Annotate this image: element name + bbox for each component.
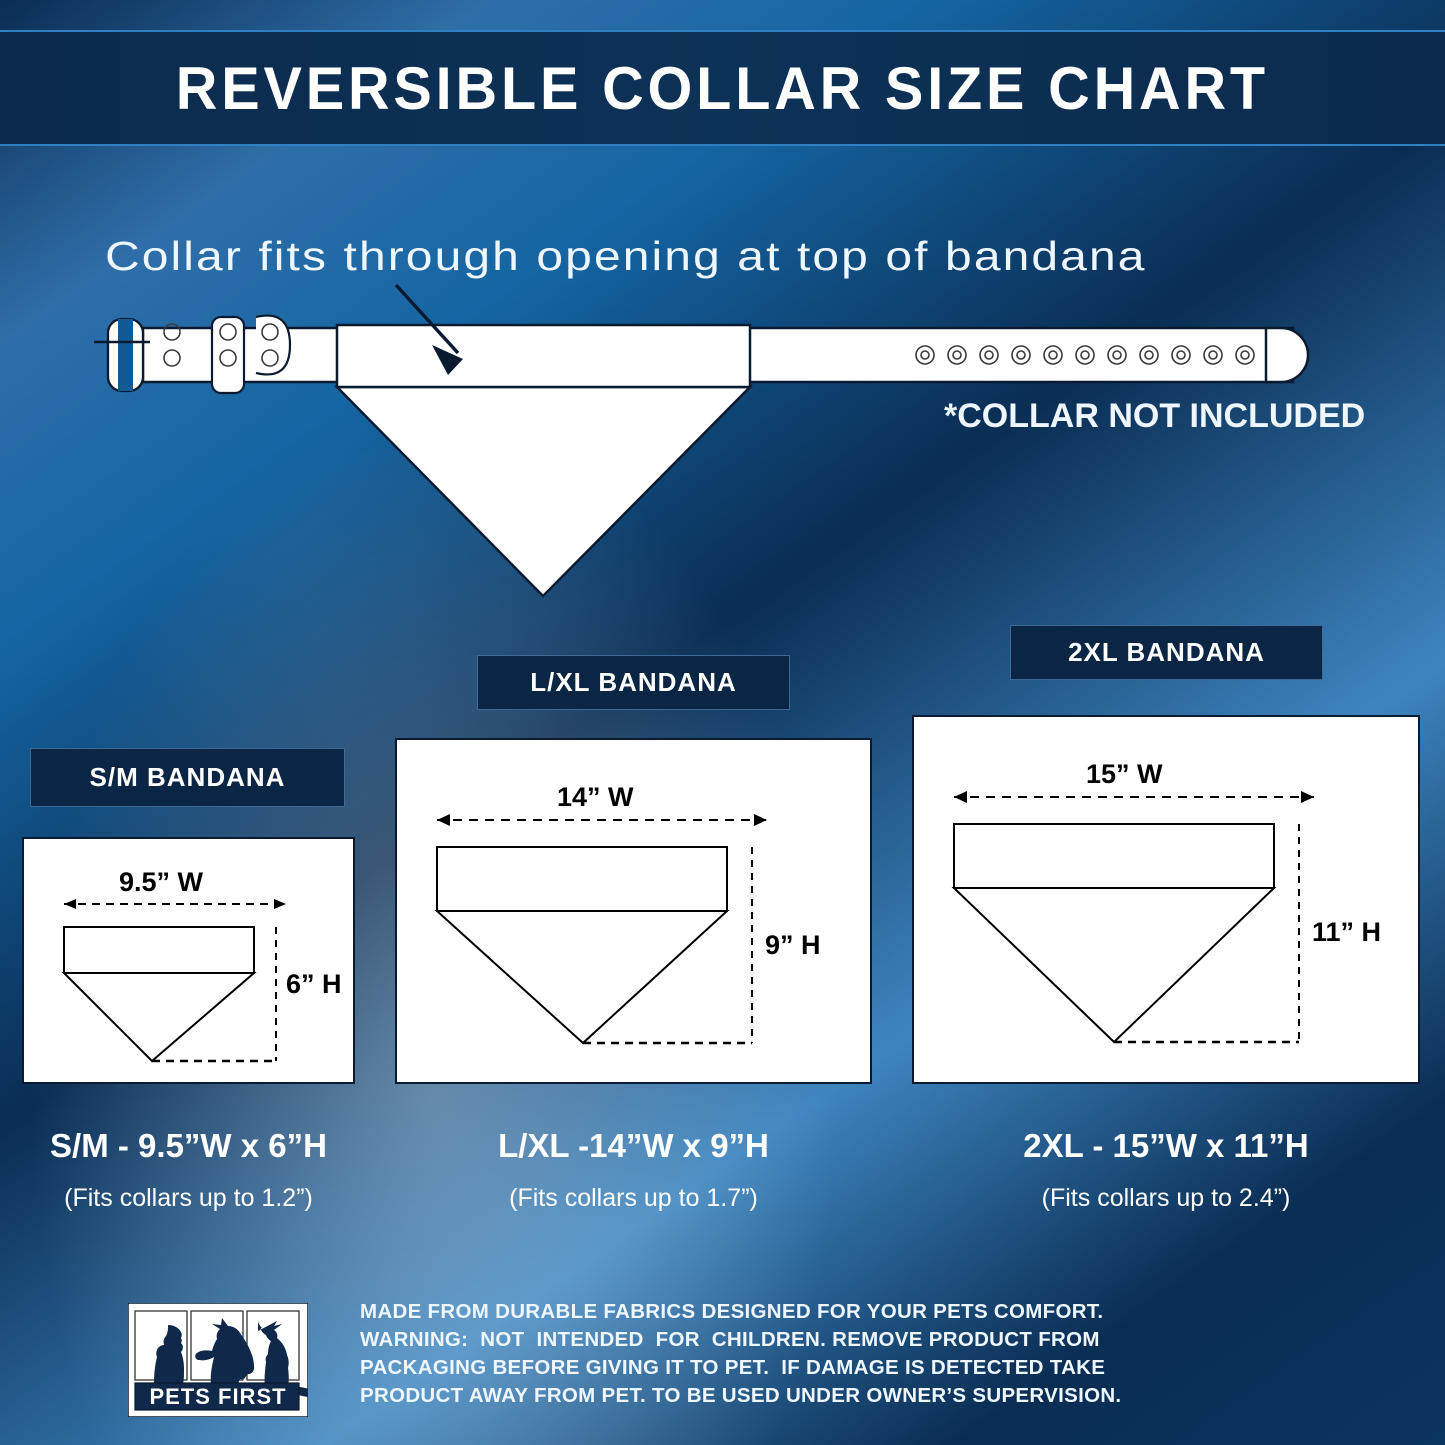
svg-text:PETS FIRST: PETS FIRST — [149, 1384, 286, 1409]
